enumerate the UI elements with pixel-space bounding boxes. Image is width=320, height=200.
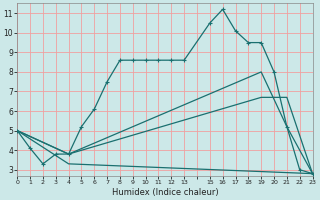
X-axis label: Humidex (Indice chaleur): Humidex (Indice chaleur): [112, 188, 218, 197]
